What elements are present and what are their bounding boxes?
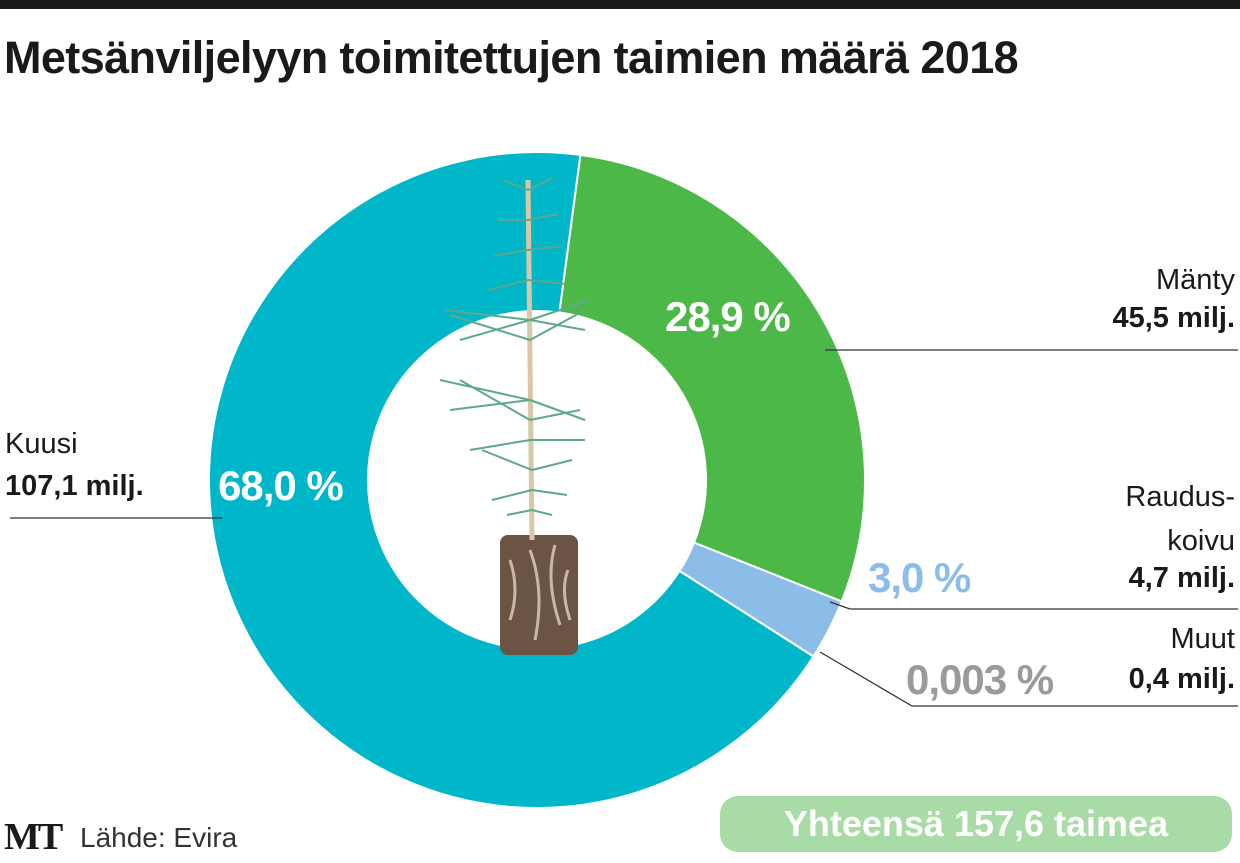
amount-label: 0,4 milj. <box>1128 663 1235 695</box>
amount-label: 45,5 milj. <box>1112 302 1235 334</box>
top-bar <box>0 0 1240 9</box>
leader-lines <box>10 349 1238 707</box>
slice <box>208 151 815 809</box>
seedling-illustration <box>439 177 591 655</box>
amount-label: 107,1 milj. <box>5 470 144 502</box>
needles <box>439 177 591 516</box>
percent-label: 68,0 % <box>218 462 344 509</box>
source: Lähde: Evira <box>80 822 238 853</box>
category-label: Muut <box>1170 623 1235 655</box>
category-label: Kuusi <box>5 428 78 460</box>
slice <box>558 153 866 603</box>
leader-line <box>829 601 1238 610</box>
logo: MT <box>4 816 63 858</box>
amount-label: 4,7 milj. <box>1128 562 1235 594</box>
leader-line <box>819 651 1238 707</box>
category-label: Raudus-koivu <box>1125 481 1235 557</box>
stem <box>525 179 535 541</box>
chart-title: Metsänviljelyyn toimitettujen taimien mä… <box>4 32 1019 83</box>
total-badge: Yhteensä 157,6 taimea <box>720 796 1232 852</box>
percent-label: 0,003 % <box>906 656 1054 703</box>
donut <box>208 151 866 809</box>
plug-texture <box>508 544 572 641</box>
category-label: Mänty <box>1156 264 1235 296</box>
percent-label: 3,0 % <box>868 554 971 601</box>
percent-label: 28,9 % <box>665 293 791 340</box>
